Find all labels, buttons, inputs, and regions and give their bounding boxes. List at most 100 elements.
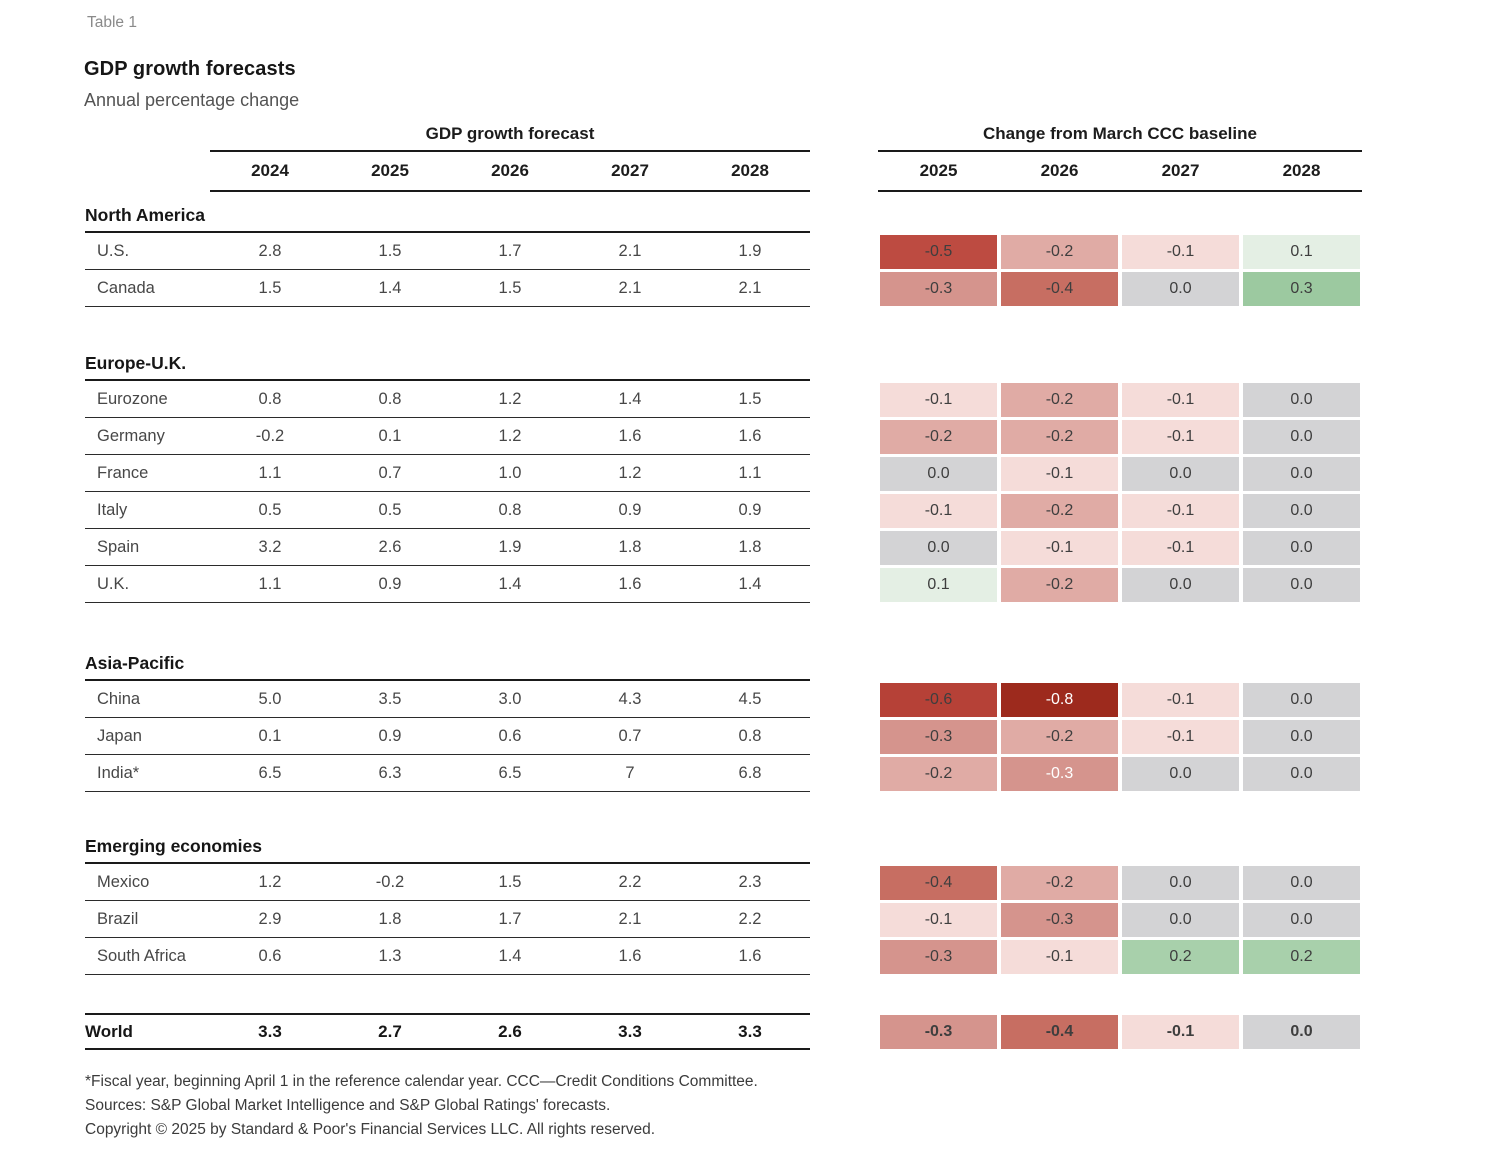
change-cell: -0.4	[1001, 271, 1118, 306]
change-cell-wrap: -0.2	[999, 566, 1120, 603]
forecast-values: 0.8 0.8 1.2 1.4 1.5	[210, 381, 810, 417]
table-number-label: Table 1	[87, 14, 137, 31]
change-cell: 0.0	[1243, 493, 1360, 528]
change-cell: -0.2	[880, 756, 997, 791]
change-cell: -0.2	[1001, 419, 1118, 454]
change-cell-wrap: 0.0	[1120, 864, 1241, 901]
forecast-value: 1.6	[618, 426, 642, 445]
change-cell: 0.0	[1122, 567, 1239, 602]
change-cell: -0.2	[1001, 567, 1118, 602]
change-cell: 0.0	[1243, 419, 1360, 454]
change-cell-wrap: -0.1	[1120, 529, 1241, 566]
year-header: 2025	[371, 161, 409, 180]
change-cell: -0.3	[880, 939, 997, 974]
change-cell-wrap: 0.2	[1241, 938, 1362, 975]
forecast-values: 0.5 0.5 0.8 0.9 0.9	[210, 492, 810, 528]
change-cell-wrap: -0.3	[878, 938, 999, 975]
forecast-value: 2.3	[738, 872, 762, 891]
change-cell-wrap: -0.3	[999, 901, 1120, 938]
forecast-value: 1.2	[618, 463, 642, 482]
forecast-value: 3.3	[738, 1021, 762, 1041]
change-cell: -0.1	[1122, 382, 1239, 417]
change-cell: -0.1	[1122, 682, 1239, 717]
change-cell: 0.0	[1122, 865, 1239, 900]
change-cell-wrap: -0.2	[999, 492, 1120, 529]
change-cell-wrap: -0.6	[878, 681, 999, 718]
table-row-south-africa: South Africa 0.6 1.3 1.4 1.6 1.6 -0.3 -0.1 0.2 0.…	[0, 938, 1500, 975]
forecast-values: 0.1 0.9 0.6 0.7 0.8	[210, 718, 810, 754]
change-cell: -0.5	[880, 234, 997, 269]
table-row-mexico: Mexico 1.2 -0.2 1.5 2.2 2.3 -0.4 -0.2 0.0 0.0	[0, 864, 1500, 901]
forecast-values: 3.3 2.7 2.6 3.3 3.3	[210, 1015, 810, 1048]
change-cell-wrap: 0.1	[1241, 233, 1362, 270]
change-cell: 0.0	[1243, 756, 1360, 791]
change-cell: -0.1	[1122, 493, 1239, 528]
forecast-value: 1.6	[738, 946, 762, 965]
forecast-value: 2.1	[738, 278, 762, 297]
change-cell-wrap: -0.1	[878, 901, 999, 938]
change-cell-wrap: 0.0	[1241, 418, 1362, 455]
change-group-header: Change from March CCC baseline	[878, 124, 1362, 152]
forecast-value: 2.7	[378, 1021, 402, 1041]
forecast-row-germany: Germany -0.2 0.1 1.2 1.6 1.6	[85, 418, 810, 455]
change-cell: -0.1	[1122, 530, 1239, 565]
change-cell-wrap: 0.0	[1120, 455, 1241, 492]
forecast-value: 0.1	[258, 726, 282, 745]
change-cell: -0.1	[1122, 1014, 1239, 1049]
table-row-india: India* 6.5 6.3 6.5 7 6.8 -0.2 -0.3 0.0 0.0	[0, 755, 1500, 792]
forecast-value: 1.3	[378, 946, 402, 965]
forecast-value: 1.5	[258, 278, 282, 297]
forecast-value: 0.9	[378, 726, 402, 745]
change-cell: 0.0	[1243, 382, 1360, 417]
forecast-value: 0.8	[498, 500, 522, 519]
change-cell: 0.0	[1122, 456, 1239, 491]
forecast-value: 0.9	[738, 500, 762, 519]
change-cell-wrap: -0.4	[999, 270, 1120, 307]
forecast-value: 1.6	[618, 946, 642, 965]
forecast-row-canada: Canada 1.5 1.4 1.5 2.1 2.1	[85, 270, 810, 307]
forecast-value: 3.3	[618, 1021, 642, 1041]
change-cell: 0.0	[1243, 567, 1360, 602]
row-label: Italy	[97, 500, 128, 519]
change-cell-wrap: -0.2	[999, 864, 1120, 901]
change-cell: 0.0	[1122, 271, 1239, 306]
world-row: World 3.3 2.7 2.6 3.3 3.3 -0.3 -0.4 -0.1 0.0	[0, 1013, 1500, 1050]
change-cell-wrap: 0.0	[1241, 566, 1362, 603]
change-cells-japan: -0.3 -0.2 -0.1 0.0	[878, 718, 1362, 755]
forecast-values: 3.2 2.6 1.9 1.8 1.8	[210, 529, 810, 565]
forecast-value: 1.7	[498, 909, 522, 928]
change-cell: -0.2	[1001, 865, 1118, 900]
forecast-value: 1.9	[498, 537, 522, 556]
row-label: India*	[97, 763, 140, 782]
change-cell: -0.3	[880, 1014, 997, 1049]
forecast-row-u-k: U.K. 1.1 0.9 1.4 1.6 1.4	[85, 566, 810, 603]
forecast-value: 0.7	[378, 463, 402, 482]
change-cell-wrap: -0.2	[878, 418, 999, 455]
change-cell-wrap: -0.3	[999, 755, 1120, 792]
change-cell-wrap: -0.1	[999, 938, 1120, 975]
table-row-brazil: Brazil 2.9 1.8 1.7 2.1 2.2 -0.1 -0.3 0.0 0.0	[0, 901, 1500, 938]
year-header: 2028	[1282, 161, 1321, 180]
change-cell-wrap: -0.1	[878, 492, 999, 529]
change-cell-wrap: -0.3	[878, 1013, 999, 1050]
forecast-row-world: World 3.3 2.7 2.6 3.3 3.3	[85, 1013, 810, 1050]
forecast-values: 1.1 0.7 1.0 1.2 1.1	[210, 455, 810, 491]
change-cell: -0.2	[1001, 719, 1118, 754]
change-cells-u-k: 0.1 -0.2 0.0 0.0	[878, 566, 1362, 603]
change-cell: -0.2	[1001, 234, 1118, 269]
change-cell-wrap: -0.8	[999, 681, 1120, 718]
forecast-values: 1.1 0.9 1.4 1.6 1.4	[210, 566, 810, 602]
row-label: Mexico	[97, 872, 150, 891]
change-cell: 0.1	[880, 567, 997, 602]
row-label: Spain	[97, 537, 140, 556]
forecast-value: 1.8	[738, 537, 762, 556]
change-cell: -0.1	[880, 902, 997, 937]
table-row-italy: Italy 0.5 0.5 0.8 0.9 0.9 -0.1 -0.2 -0.1 0.0	[0, 492, 1500, 529]
year-header: 2025	[919, 161, 958, 180]
forecast-row-china: China 5.0 3.5 3.0 4.3 4.5	[85, 681, 810, 718]
change-cell-wrap: -0.3	[878, 718, 999, 755]
change-cell-wrap: 0.0	[1241, 755, 1362, 792]
forecast-value: 4.5	[738, 689, 762, 708]
forecast-value: 0.5	[378, 500, 402, 519]
forecast-value: 0.7	[618, 726, 642, 745]
